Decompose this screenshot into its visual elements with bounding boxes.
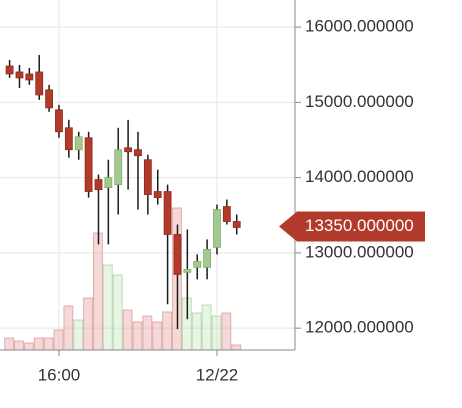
- y-tick-label: 13000.000000: [305, 242, 414, 261]
- candle-body: [55, 109, 63, 133]
- candle-body: [25, 73, 34, 81]
- candle-body: [193, 261, 202, 268]
- candle-body: [124, 147, 132, 153]
- candle-body: [45, 89, 53, 109]
- candle-body: [35, 71, 44, 96]
- volume-bar: [162, 311, 173, 351]
- volume-bar: [14, 340, 24, 351]
- volume-bar: [33, 337, 44, 351]
- volume-bar: [93, 232, 103, 351]
- candle-body: [213, 209, 221, 248]
- volume-bar: [102, 264, 113, 351]
- candle-body: [114, 149, 123, 186]
- volume-bar: [43, 337, 54, 351]
- volume-bar: [53, 329, 64, 351]
- volume-bar: [221, 312, 232, 351]
- candle-body: [183, 268, 192, 273]
- y-tick-label: 12000.000000: [305, 318, 414, 337]
- y-tick-label: 14000.000000: [305, 167, 414, 186]
- volume-bar: [4, 337, 15, 351]
- y-tick-label: 16000.000000: [305, 17, 414, 36]
- volume-bar: [83, 297, 94, 351]
- candle-body: [104, 177, 113, 188]
- volume-bar: [73, 319, 84, 351]
- candle-body: [5, 65, 14, 75]
- volume-bar: [201, 304, 212, 351]
- candle-body: [143, 159, 152, 195]
- candle-body: [163, 191, 172, 235]
- candle-body: [84, 137, 93, 192]
- price-badge: [279, 211, 425, 242]
- candle-body: [173, 234, 182, 275]
- volume-bar: [112, 274, 123, 351]
- volume-bar: [152, 321, 163, 351]
- price-label: 13350.000000: [305, 216, 414, 235]
- volume-bar: [191, 312, 202, 351]
- x-tick-label: 12/22: [196, 365, 239, 384]
- candle-body: [64, 127, 73, 151]
- x-tick-label: 16:00: [38, 365, 81, 384]
- chart-body: 12000.000000 13000.000000 14000.000000 1500…: [0, 0, 425, 384]
- volume-bar: [211, 315, 222, 351]
- candle-body: [222, 206, 231, 222]
- volume-bar: [122, 309, 133, 351]
- candle-body: [15, 71, 24, 79]
- volume-bar: [23, 342, 34, 351]
- volume-bar: [132, 321, 143, 351]
- candle-body: [74, 136, 83, 151]
- volume-bar: [231, 344, 242, 351]
- candle-body: [134, 149, 142, 157]
- candle-body: [153, 191, 162, 198]
- volume-bar: [142, 315, 153, 351]
- candle-body: [94, 179, 103, 191]
- candle-body: [232, 221, 241, 228]
- volume-bar: [63, 305, 74, 351]
- y-tick-label: 15000.000000: [305, 92, 414, 111]
- candle-body: [203, 249, 212, 268]
